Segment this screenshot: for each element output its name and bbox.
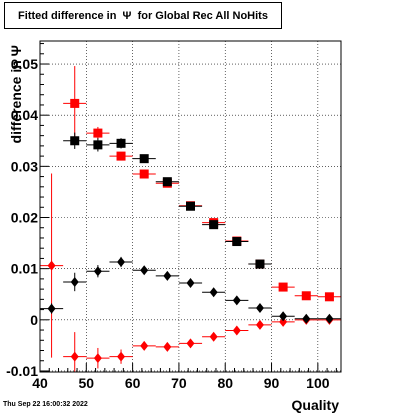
square-marker bbox=[93, 140, 103, 150]
square-marker bbox=[278, 282, 288, 292]
diamond-marker bbox=[117, 257, 126, 268]
diamond-marker bbox=[255, 303, 264, 314]
diamond-marker bbox=[302, 313, 311, 324]
diamond-marker bbox=[232, 325, 241, 336]
x-tick-label: 60 bbox=[125, 375, 141, 391]
diamond-marker bbox=[279, 311, 288, 322]
y-tick-label: 0.03 bbox=[11, 158, 38, 174]
y-tick-label: 0.05 bbox=[11, 56, 38, 72]
square-marker bbox=[93, 128, 103, 138]
square-marker bbox=[255, 259, 265, 269]
x-tick-label: 90 bbox=[264, 375, 280, 391]
x-tick-label: 80 bbox=[217, 375, 233, 391]
square-marker bbox=[139, 169, 149, 179]
square-marker bbox=[70, 136, 80, 146]
square-marker bbox=[116, 138, 126, 148]
x-tick-label: 40 bbox=[32, 375, 48, 391]
square-marker bbox=[186, 201, 195, 211]
square-marker bbox=[116, 151, 126, 161]
x-tick-label: 100 bbox=[306, 375, 330, 391]
square-marker bbox=[209, 220, 219, 230]
y-tick-label: -0.01 bbox=[6, 363, 38, 379]
x-tick-label: 70 bbox=[171, 375, 187, 391]
diamond-marker bbox=[163, 341, 172, 352]
x-axis-label: Quality bbox=[291, 397, 339, 413]
diamond-marker bbox=[47, 260, 56, 271]
y-tick-label: 0.01 bbox=[11, 261, 38, 277]
y-axis-label: difference in Ψ bbox=[8, 45, 24, 143]
diamond-marker bbox=[93, 353, 102, 364]
diamond-marker bbox=[209, 287, 218, 298]
diamond-marker bbox=[186, 338, 195, 349]
y-tick-label: 0.02 bbox=[11, 209, 38, 225]
square-marker bbox=[324, 292, 334, 302]
diamond-marker bbox=[255, 319, 264, 330]
square-marker bbox=[232, 237, 242, 247]
diamond-marker bbox=[279, 316, 288, 327]
square-marker bbox=[139, 154, 149, 164]
diamond-marker bbox=[93, 266, 102, 277]
square-marker bbox=[70, 98, 80, 108]
diamond-marker bbox=[186, 277, 195, 288]
title-box: Fitted difference in Ψ for Global Rec Al… bbox=[4, 2, 282, 29]
diamond-marker bbox=[47, 303, 56, 314]
chart-title: Fitted difference in Ψ for Global Rec Al… bbox=[18, 9, 268, 22]
y-tick-label: 0.04 bbox=[11, 107, 38, 123]
diamond-marker bbox=[70, 351, 79, 362]
diamond-marker bbox=[232, 295, 241, 306]
diamond-marker bbox=[163, 270, 172, 281]
diamond-marker bbox=[325, 313, 334, 324]
diamond-marker bbox=[140, 265, 149, 276]
y-tick-label: 0 bbox=[30, 312, 38, 328]
x-tick-label: 50 bbox=[79, 375, 95, 391]
diamond-marker bbox=[70, 276, 79, 287]
square-marker bbox=[301, 291, 311, 301]
diamond-marker bbox=[117, 351, 126, 362]
square-marker bbox=[162, 177, 172, 187]
diamond-marker bbox=[209, 331, 218, 342]
timestamp: Thu Sep 22 16:00:32 2022 bbox=[3, 401, 88, 408]
plot-frame bbox=[39, 40, 342, 373]
diamond-marker bbox=[140, 340, 149, 351]
